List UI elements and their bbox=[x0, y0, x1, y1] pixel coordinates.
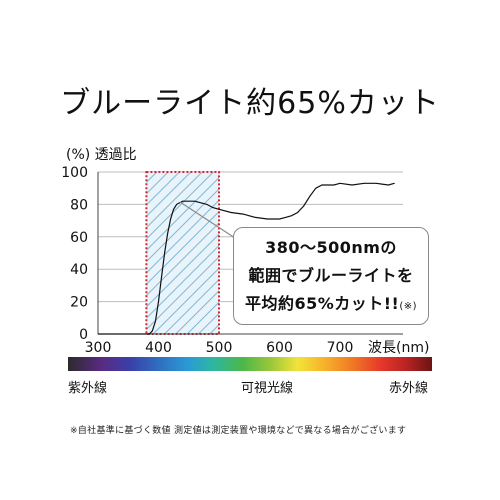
callout-pointer bbox=[179, 201, 236, 239]
data-point bbox=[167, 233, 168, 234]
data-point bbox=[242, 213, 244, 215]
tick-labels: 0 20 40 60 80 100 300 400 500 600 700 波長(nm) bbox=[61, 165, 429, 356]
footnote: ※自社基準に基づく数値 測定値は測定装置や環境などで異なる場合がございます bbox=[70, 426, 407, 436]
x-axis-label: 波長(nm) bbox=[368, 340, 429, 356]
y-tick-label: 60 bbox=[70, 230, 88, 246]
data-point bbox=[97, 333, 99, 335]
y-tick-label: 40 bbox=[70, 262, 88, 278]
highlight-hatch bbox=[146, 172, 219, 334]
data-point bbox=[173, 208, 175, 210]
data-point bbox=[158, 301, 159, 302]
callout-line-2: 範囲でブルーライトを bbox=[248, 266, 414, 285]
x-tick-label: 700 bbox=[327, 340, 354, 356]
data-point bbox=[254, 216, 256, 218]
callout-line-3-text: 平均約65%カット!! bbox=[244, 294, 400, 313]
data-point bbox=[188, 200, 190, 202]
highlight-border bbox=[145, 171, 220, 335]
y-tick-label: 20 bbox=[70, 295, 88, 311]
data-point bbox=[218, 208, 220, 210]
data-point bbox=[273, 218, 274, 220]
data-point bbox=[212, 207, 214, 209]
data-point bbox=[279, 218, 280, 220]
data-point bbox=[321, 184, 323, 186]
data-point bbox=[170, 218, 172, 220]
callout-line-3: 平均約65%カット!!(※) bbox=[234, 290, 428, 321]
x-tick-label: 500 bbox=[206, 340, 233, 356]
y-axis-label: (%) 透過比 bbox=[66, 147, 137, 163]
y-tick-label: 80 bbox=[70, 197, 88, 213]
transmittance-line bbox=[98, 182, 395, 335]
data-point bbox=[152, 330, 153, 332]
data-point bbox=[363, 182, 365, 184]
data-point bbox=[285, 216, 286, 218]
highlight-region bbox=[145, 171, 220, 335]
visible-light-label: 可視光線 bbox=[241, 381, 294, 396]
data-point bbox=[303, 205, 305, 207]
y-tick-label: 0 bbox=[79, 327, 88, 343]
data-point bbox=[149, 333, 150, 335]
data-point bbox=[194, 200, 196, 202]
spectrum-bar bbox=[68, 357, 432, 371]
data-point bbox=[351, 184, 353, 186]
x-tick-label: 400 bbox=[145, 340, 172, 356]
data-point bbox=[161, 276, 162, 278]
data-point bbox=[155, 320, 156, 322]
data-point bbox=[206, 204, 208, 205]
ultraviolet-label: 紫外線 bbox=[68, 381, 108, 396]
page-title: ブルーライト約65%カット bbox=[60, 86, 440, 121]
x-tick-label: 600 bbox=[266, 340, 293, 356]
callout-line-1: 380〜500nmの bbox=[265, 238, 397, 257]
data-point bbox=[164, 252, 165, 254]
data-point bbox=[327, 184, 329, 186]
data-point bbox=[133, 333, 135, 335]
data-point bbox=[182, 200, 184, 202]
x-tick-label: 300 bbox=[85, 340, 112, 356]
data-point bbox=[176, 204, 178, 205]
callout-box: 380〜500nmの 範囲でブルーライトを 平均約65%カット!!(※) bbox=[233, 227, 429, 325]
data-point bbox=[291, 215, 292, 217]
data-point bbox=[297, 212, 299, 213]
data-point bbox=[388, 184, 389, 186]
data-point bbox=[333, 184, 335, 186]
data-point bbox=[200, 202, 202, 204]
data-point bbox=[394, 182, 395, 184]
data-point bbox=[375, 182, 377, 184]
infrared-label: 赤外線 bbox=[389, 381, 429, 396]
data-point bbox=[315, 187, 317, 189]
data-point bbox=[267, 218, 268, 220]
series bbox=[97, 182, 395, 335]
data-point bbox=[309, 195, 311, 197]
y-tick-label: 100 bbox=[61, 165, 88, 181]
data-point bbox=[339, 182, 341, 184]
data-point bbox=[230, 212, 232, 213]
callout-note: (※) bbox=[399, 301, 418, 312]
